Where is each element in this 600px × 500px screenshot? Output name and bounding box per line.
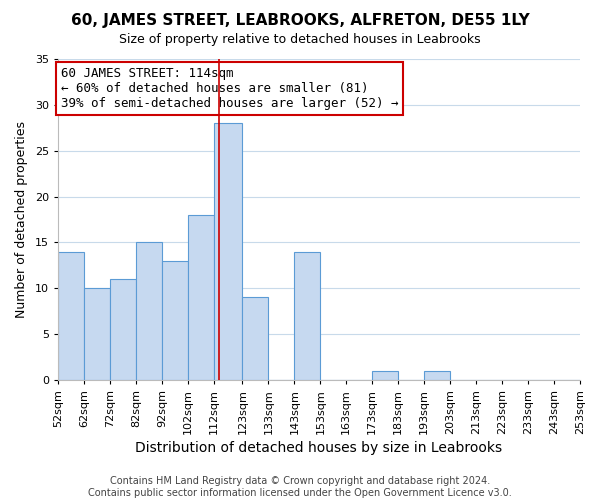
Bar — [295, 252, 320, 380]
Bar — [372, 371, 398, 380]
Y-axis label: Number of detached properties: Number of detached properties — [15, 121, 28, 318]
Text: Contains HM Land Registry data © Crown copyright and database right 2024.
Contai: Contains HM Land Registry data © Crown c… — [88, 476, 512, 498]
Bar — [242, 298, 268, 380]
Bar — [214, 123, 242, 380]
Bar — [162, 261, 188, 380]
Text: 60, JAMES STREET, LEABROOKS, ALFRETON, DE55 1LY: 60, JAMES STREET, LEABROOKS, ALFRETON, D… — [71, 12, 529, 28]
Bar — [58, 252, 84, 380]
Bar — [136, 242, 162, 380]
Text: 60 JAMES STREET: 114sqm
← 60% of detached houses are smaller (81)
39% of semi-de: 60 JAMES STREET: 114sqm ← 60% of detache… — [61, 67, 398, 110]
Bar — [110, 279, 136, 380]
Bar — [424, 371, 450, 380]
Text: Size of property relative to detached houses in Leabrooks: Size of property relative to detached ho… — [119, 32, 481, 46]
Bar — [188, 215, 214, 380]
X-axis label: Distribution of detached houses by size in Leabrooks: Distribution of detached houses by size … — [136, 441, 503, 455]
Bar — [84, 288, 110, 380]
